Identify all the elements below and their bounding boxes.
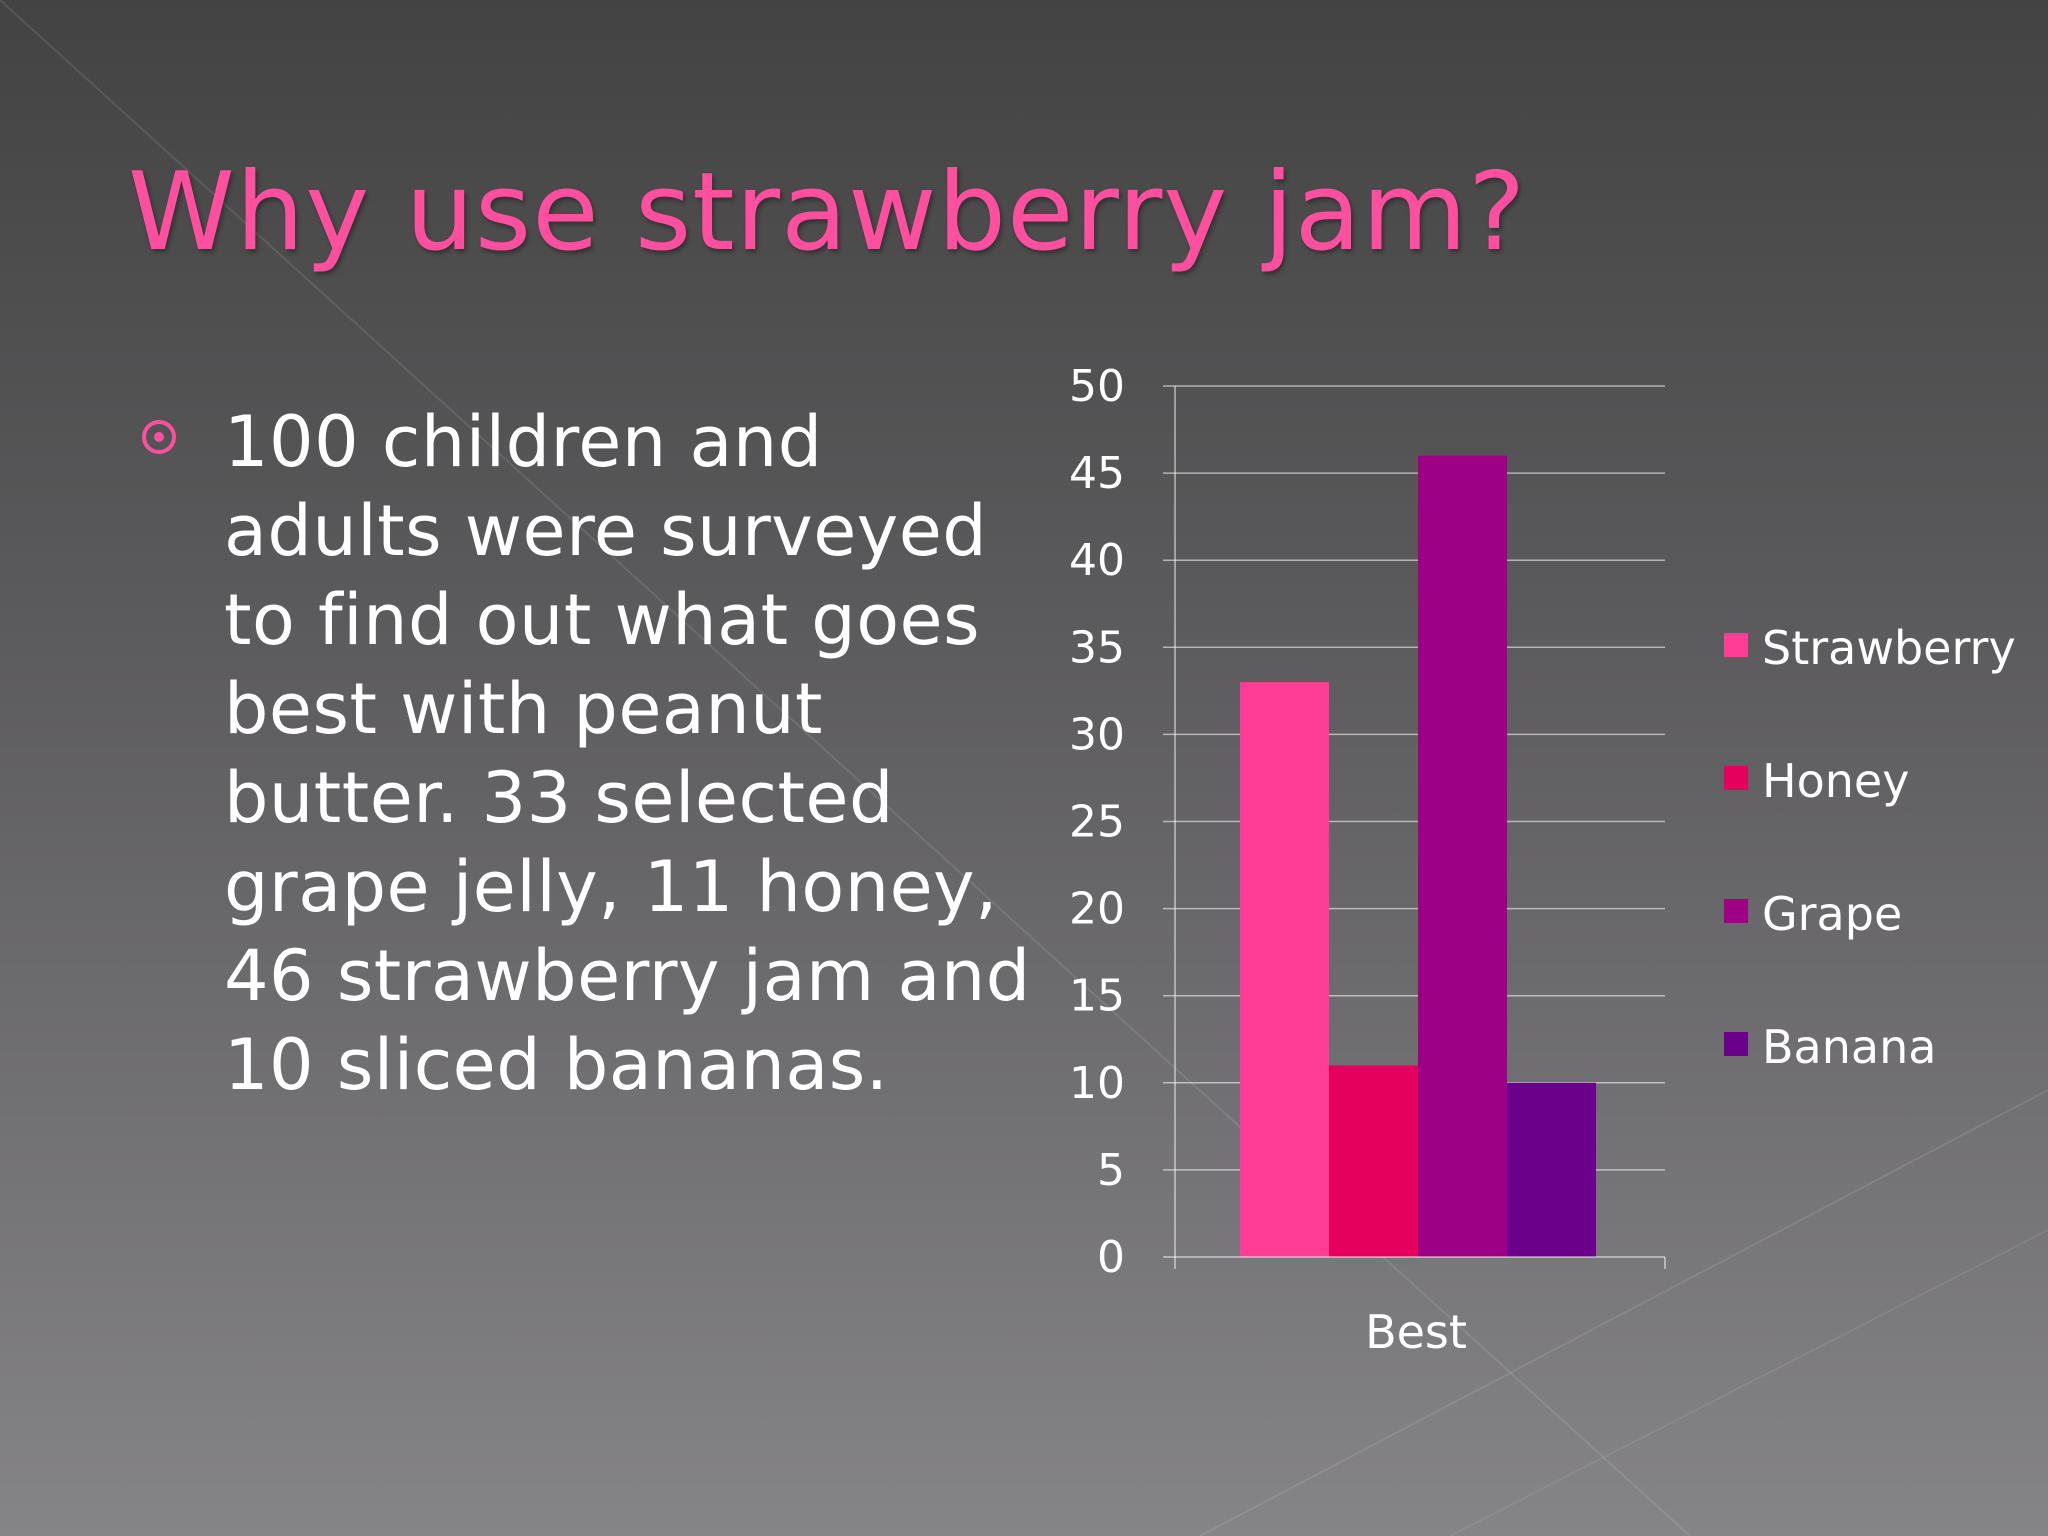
- y-tick-label: 35: [1069, 622, 1125, 673]
- legend-label-grape: Grape: [1762, 887, 1902, 941]
- y-tick-label: 30: [1069, 709, 1125, 760]
- bar-banana: [1507, 1082, 1596, 1257]
- legend-swatch-grape: [1724, 899, 1748, 923]
- bullet-text: 100 children and adults were surveyed to…: [224, 401, 1031, 1106]
- chart-axes: [1163, 386, 1666, 1269]
- y-axis-labels: 0 5 10 15 20 25 30 35 40 45 50: [1069, 361, 1125, 1283]
- legend-label-honey: Honey: [1762, 754, 1909, 808]
- legend-swatch-honey: [1724, 766, 1748, 790]
- chart-grid: [1163, 385, 1665, 1171]
- legend-swatch-strawberry: [1724, 633, 1748, 657]
- bar-honey: [1329, 1065, 1418, 1257]
- y-tick-label: 45: [1069, 448, 1125, 499]
- y-tick-label: 15: [1069, 971, 1125, 1022]
- chart-legend: Strawberry Honey Grape Banana: [1724, 621, 2016, 1074]
- bar-grape: [1418, 455, 1507, 1257]
- y-tick-label: 50: [1069, 361, 1125, 412]
- legend-swatch-banana: [1724, 1032, 1748, 1056]
- y-tick-label: 0: [1097, 1232, 1125, 1283]
- legend-label-banana: Banana: [1762, 1020, 1936, 1074]
- x-axis-labels: Best: [1365, 1305, 1467, 1359]
- y-tick-label: 20: [1069, 884, 1125, 935]
- y-tick-label: 10: [1069, 1058, 1125, 1109]
- y-tick-label: 25: [1069, 797, 1125, 848]
- bar-strawberry: [1240, 682, 1329, 1257]
- y-tick-label: 5: [1097, 1145, 1125, 1196]
- x-category-label: Best: [1365, 1305, 1467, 1359]
- y-tick-label: 40: [1069, 535, 1125, 586]
- slide-title: Why use strawberry jam?: [128, 150, 1527, 275]
- target-bullet-icon: [142, 420, 176, 454]
- chart-bars: [1240, 455, 1596, 1257]
- legend-label-strawberry: Strawberry: [1762, 621, 2016, 675]
